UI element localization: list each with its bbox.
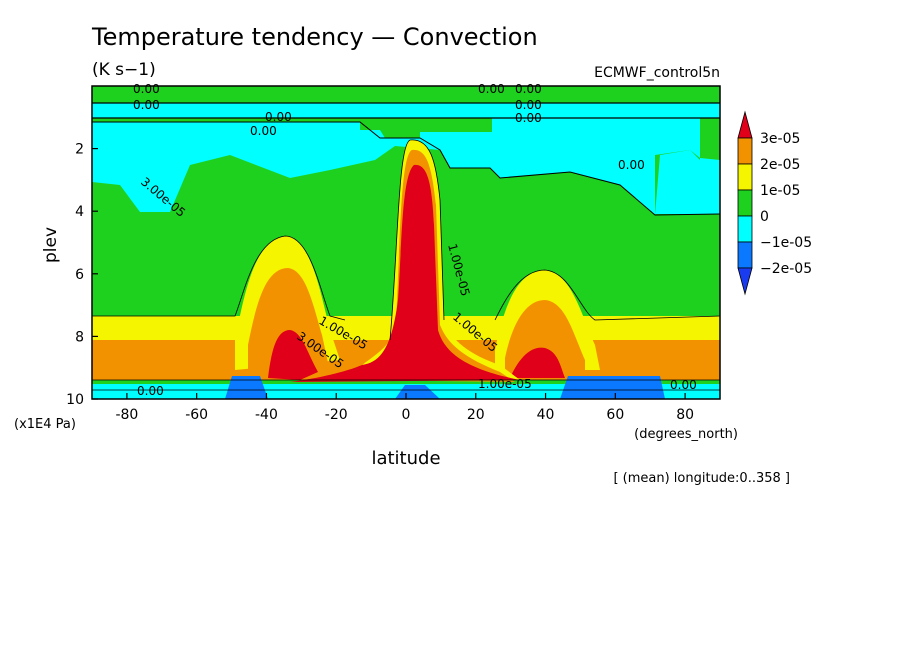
dataset-label: ECMWF_control5n [594, 65, 720, 81]
contour-label: 0.00 [515, 111, 542, 125]
contour-label: 0.00 [250, 124, 277, 138]
contour-label: 0.00 [515, 82, 542, 96]
contour-label: 0.00 [515, 98, 542, 112]
legend-label: −1e-05 [760, 235, 812, 251]
surface-negative-south [225, 376, 268, 399]
legend-label: 0 [760, 209, 769, 225]
x-tick-label: -60 [185, 407, 208, 423]
south-midlat-orange [248, 268, 330, 378]
contour-line [494, 269, 720, 321]
chart-title: Temperature tendency — Convection [91, 23, 538, 51]
x-tick-label: -20 [325, 407, 348, 423]
x-tick-label: 40 [537, 407, 555, 423]
x-tick-label: 0 [402, 407, 411, 423]
contour-label: 0.00 [265, 110, 292, 124]
y-tick-label: 8 [75, 329, 84, 345]
x-axis-units: (degrees_north) [634, 427, 738, 442]
plot-area [92, 86, 720, 399]
tropical-tower-red [290, 164, 520, 382]
south-midlat-red [268, 330, 318, 380]
contour-label: 0.00 [618, 158, 645, 172]
y-axis: 2 4 6 8 10 [66, 142, 98, 408]
legend-label: 2e-05 [760, 157, 800, 173]
x-axis: -80 -60 -40 -20 0 20 40 60 80 [115, 393, 694, 423]
legend-swatch [737, 215, 753, 243]
note-label: [ (mean) longitude:0..358 ] [613, 471, 790, 486]
contour-line [92, 235, 346, 321]
north-midlat-red [510, 347, 565, 378]
legend-label: 1e-05 [760, 183, 800, 199]
x-tick-label: -40 [255, 407, 278, 423]
legend-label: −2e-05 [760, 261, 812, 277]
legend-label: 3e-05 [760, 131, 800, 147]
contour-line [389, 139, 445, 341]
contour-label: 0.00 [137, 384, 164, 398]
top-zero-band [92, 86, 720, 103]
y-tick-label: 2 [75, 142, 84, 158]
x-axis-label: latitude [371, 448, 440, 469]
contour-label: 1.00e-05 [478, 377, 532, 391]
contour-label: 0.00 [670, 378, 697, 392]
color-legend: 3e-05 2e-05 1e-05 0 −1e-05 −2e-05 [737, 110, 812, 296]
contour-line [92, 121, 720, 216]
chart-units: (K s−1) [92, 60, 156, 80]
legend-swatch [737, 241, 753, 269]
contour-label: 0.00 [478, 82, 505, 96]
y-tick-label: 6 [75, 267, 84, 283]
y-tick-label: 10 [66, 392, 84, 408]
contour-label: 0.00 [133, 82, 160, 96]
x-tick-label: -80 [115, 407, 138, 423]
y-axis-units: (x1E4 Pa) [14, 417, 76, 432]
surface-negative-north [560, 376, 665, 399]
y-axis-label: plev [41, 227, 61, 263]
top-negative-band [92, 103, 720, 118]
legend-swatch [737, 137, 753, 165]
legend-swatch [737, 267, 753, 296]
x-tick-label: 80 [676, 407, 694, 423]
legend-swatch [737, 189, 753, 217]
legend-swatch [737, 110, 753, 139]
y-tick-label: 4 [75, 204, 84, 220]
x-tick-label: 20 [467, 407, 485, 423]
x-tick-label: 60 [606, 407, 624, 423]
legend-swatch [737, 163, 753, 191]
contour-label: 0.00 [133, 98, 160, 112]
